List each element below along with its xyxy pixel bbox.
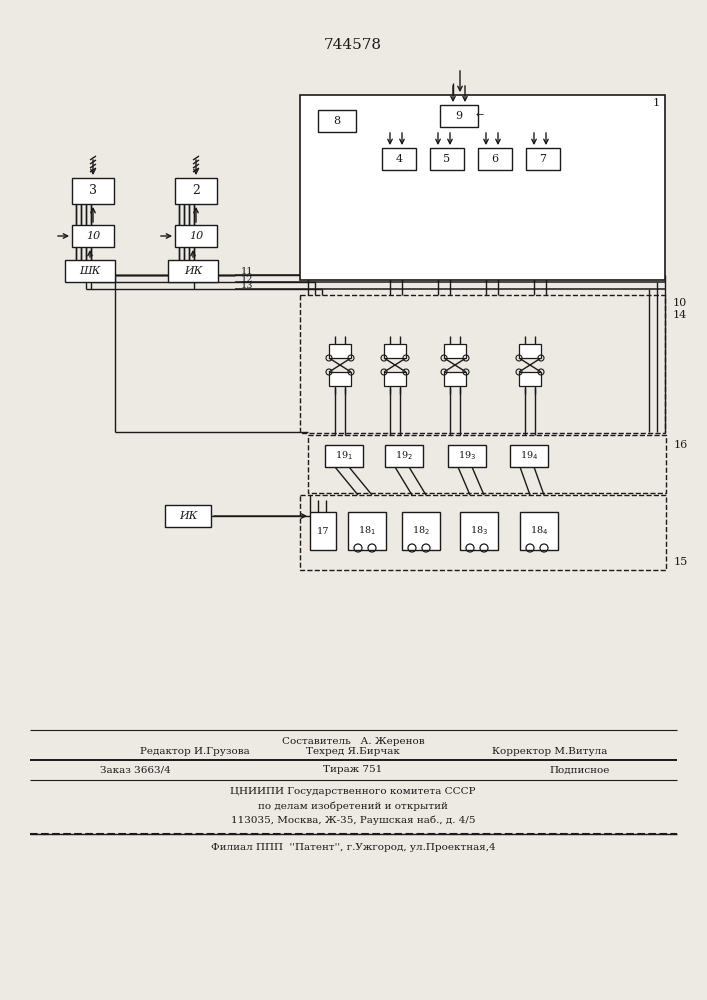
Text: 4: 4 <box>395 154 402 164</box>
Text: Подписное: Подписное <box>550 766 610 774</box>
Bar <box>448 445 486 467</box>
Text: по делам изобретений и открытий: по делам изобретений и открытий <box>258 801 448 811</box>
Bar <box>175 178 217 204</box>
Text: 15: 15 <box>674 557 688 567</box>
Text: 18$_1$: 18$_1$ <box>358 525 376 537</box>
Text: 8: 8 <box>334 116 341 126</box>
Text: 18$_4$: 18$_4$ <box>530 525 548 537</box>
Bar <box>310 512 336 550</box>
Text: 7: 7 <box>539 154 547 164</box>
Bar <box>444 344 466 358</box>
Text: 14: 14 <box>673 310 687 320</box>
Bar <box>382 148 416 170</box>
Bar <box>402 512 440 550</box>
Bar <box>348 512 386 550</box>
Text: 18$_2$: 18$_2$ <box>412 525 430 537</box>
Text: 19$_4$: 19$_4$ <box>520 450 538 462</box>
Bar <box>168 260 218 282</box>
Text: 19$_2$: 19$_2$ <box>395 450 413 462</box>
Bar <box>519 344 541 358</box>
Text: 18$_3$: 18$_3$ <box>470 525 488 537</box>
Bar <box>384 372 406 386</box>
Text: ИК: ИК <box>184 266 202 276</box>
Bar <box>510 445 548 467</box>
Text: 1: 1 <box>653 98 660 108</box>
Text: 2: 2 <box>192 184 200 198</box>
Bar <box>519 372 541 386</box>
Text: 5: 5 <box>443 154 450 164</box>
Text: Составитель   А. Жеренов: Составитель А. Жеренов <box>281 738 424 746</box>
Text: Филиал ППП  ''Патент'', г.Ужгород, ул.Проектная,4: Филиал ППП ''Патент'', г.Ужгород, ул.Про… <box>211 844 496 852</box>
Text: 9: 9 <box>455 111 462 121</box>
Text: Заказ 3663/4: Заказ 3663/4 <box>100 766 171 774</box>
Bar <box>318 110 356 132</box>
Bar <box>65 260 115 282</box>
Text: 113035, Москва, Ж-35, Раушская наб., д. 4/5: 113035, Москва, Ж-35, Раушская наб., д. … <box>230 815 475 825</box>
Text: 16: 16 <box>674 440 688 450</box>
Text: 10: 10 <box>673 298 687 308</box>
Bar <box>325 445 363 467</box>
Text: 6: 6 <box>491 154 498 164</box>
Bar <box>440 105 478 127</box>
Text: Тираж 751: Тираж 751 <box>323 766 382 774</box>
Bar <box>329 372 351 386</box>
Text: 10: 10 <box>86 231 100 241</box>
Text: 19$_1$: 19$_1$ <box>335 450 353 462</box>
Text: 12: 12 <box>241 274 254 284</box>
Text: ←: ← <box>476 111 484 120</box>
Text: 17: 17 <box>317 526 329 536</box>
Bar <box>300 495 666 570</box>
Bar <box>384 344 406 358</box>
Bar <box>72 225 114 247</box>
Bar <box>175 225 217 247</box>
Text: ИК: ИК <box>179 511 197 521</box>
Text: Корректор М.Витула: Корректор М.Витула <box>492 748 608 756</box>
Text: Редактор И.Грузова: Редактор И.Грузова <box>140 748 250 756</box>
Bar <box>385 445 423 467</box>
Bar <box>430 148 464 170</box>
Bar <box>478 148 512 170</box>
Text: Техред Я.Бирчак: Техред Я.Бирчак <box>306 748 400 756</box>
Text: 3: 3 <box>89 184 97 198</box>
Bar <box>300 295 665 433</box>
Text: 11: 11 <box>241 267 254 276</box>
Bar <box>300 95 665 280</box>
Bar <box>165 505 211 527</box>
Text: 10: 10 <box>189 231 203 241</box>
Bar <box>460 512 498 550</box>
Bar <box>444 372 466 386</box>
Text: 13: 13 <box>241 282 254 290</box>
Bar <box>520 512 558 550</box>
Bar <box>329 344 351 358</box>
Bar <box>308 435 666 493</box>
Bar <box>72 178 114 204</box>
Text: 744578: 744578 <box>324 38 382 52</box>
Text: 19$_3$: 19$_3$ <box>458 450 476 462</box>
Text: ШК: ШК <box>79 266 100 276</box>
Text: ЦНИИПИ Государственного комитета СССР: ЦНИИПИ Государственного комитета СССР <box>230 788 476 796</box>
Bar <box>526 148 560 170</box>
